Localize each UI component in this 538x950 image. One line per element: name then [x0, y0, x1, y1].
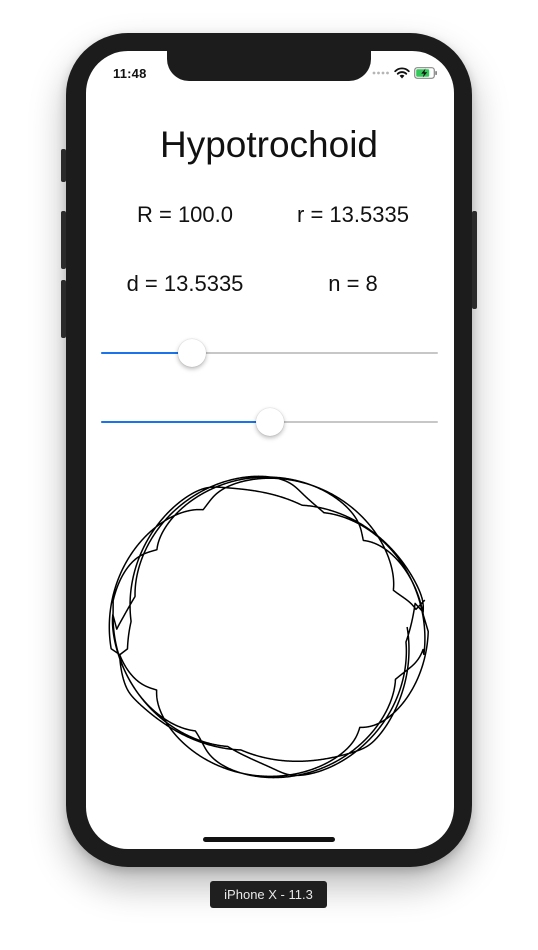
param-d-label: d = 13.5335: [126, 271, 244, 296]
hypotrochoid-curve-canvas: [108, 475, 429, 779]
param-r-label: r = 13.5335: [297, 202, 409, 227]
volume-up-button: [61, 211, 66, 269]
signal-dots-icon: [372, 71, 389, 75]
home-indicator[interactable]: [203, 837, 335, 842]
wifi-icon: [394, 67, 410, 79]
battery-charging-icon: [414, 67, 437, 79]
param-R-label: R = 100.0: [136, 202, 233, 227]
param-n-label: n = 8: [328, 271, 378, 296]
status-icons: [372, 65, 438, 81]
d-slider[interactable]: [101, 408, 438, 436]
d-slider-fill: [101, 421, 270, 423]
notch: [167, 51, 371, 81]
device-label: iPhone X - 11.3: [210, 881, 327, 908]
r-slider-thumb[interactable]: [177, 339, 206, 367]
volume-down-button: [61, 280, 66, 338]
d-slider-thumb[interactable]: [255, 408, 284, 436]
status-time: 11:48: [113, 66, 147, 81]
page-title: Hypotrochoid: [159, 124, 378, 165]
r-slider-fill: [101, 352, 192, 354]
hypotrochoid-curve: [108, 475, 429, 779]
power-button: [472, 211, 477, 309]
silent-switch: [61, 149, 66, 182]
r-slider[interactable]: [101, 339, 438, 367]
r-slider-track[interactable]: [101, 352, 438, 354]
